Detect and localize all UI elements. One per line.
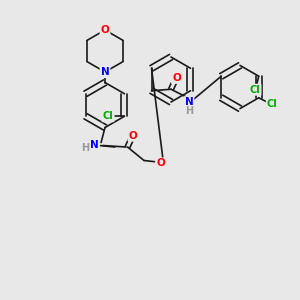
Text: Cl: Cl bbox=[267, 99, 278, 109]
Text: Cl: Cl bbox=[103, 111, 113, 121]
Text: O: O bbox=[156, 158, 165, 169]
Text: O: O bbox=[172, 73, 181, 83]
Text: H: H bbox=[81, 143, 89, 153]
Text: O: O bbox=[100, 25, 109, 35]
Text: N: N bbox=[90, 140, 99, 151]
Text: O: O bbox=[128, 130, 137, 141]
Text: Cl: Cl bbox=[250, 85, 260, 95]
Text: N: N bbox=[184, 97, 194, 107]
Text: N: N bbox=[100, 67, 109, 77]
Text: H: H bbox=[185, 106, 193, 116]
